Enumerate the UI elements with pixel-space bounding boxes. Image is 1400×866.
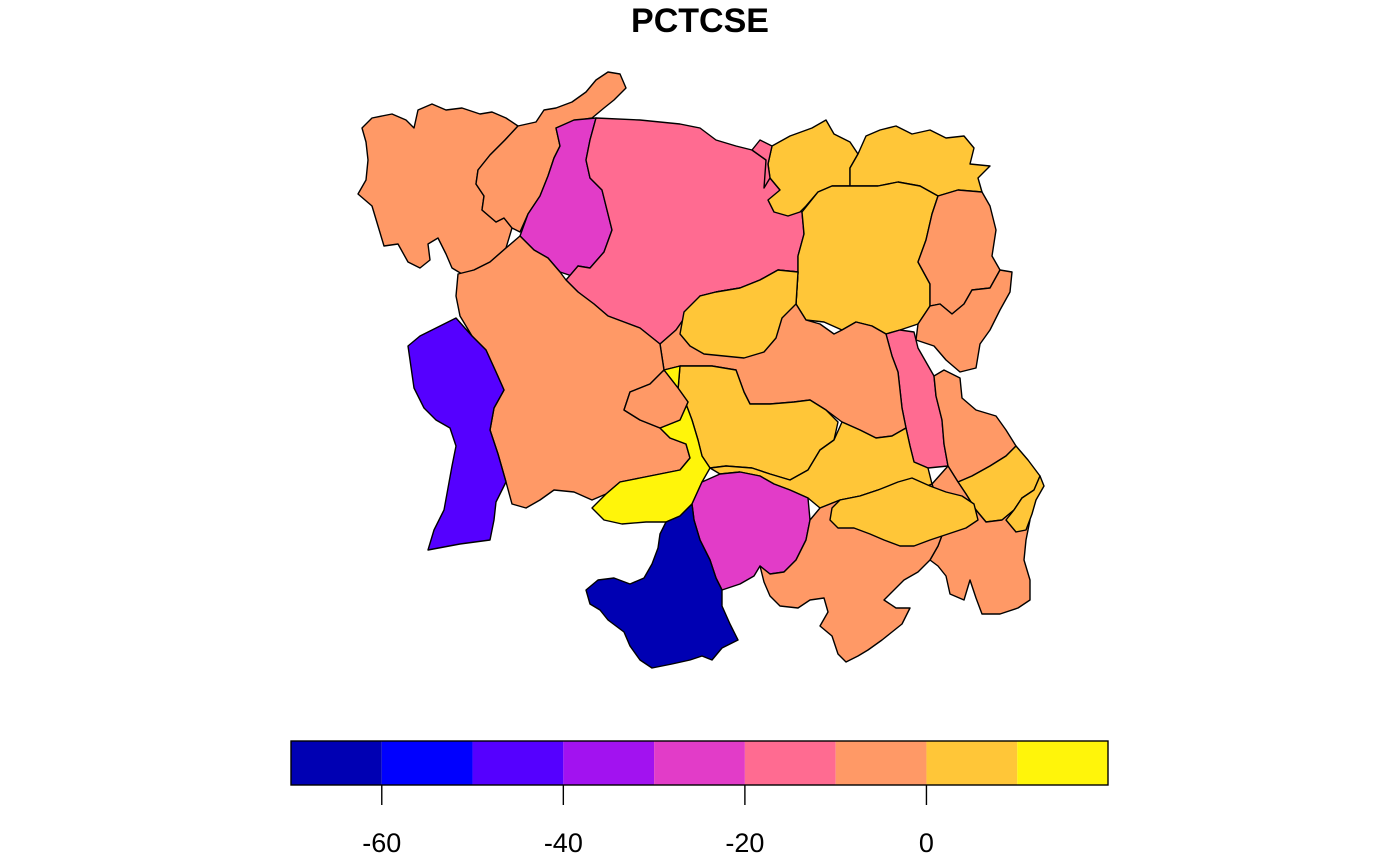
legend-tick-label: -20 (725, 828, 764, 858)
region (829, 477, 979, 547)
legend-frame (290, 740, 1109, 786)
legend-swatch (835, 741, 927, 785)
legend-swatch (654, 741, 745, 785)
legend-swatch (1017, 741, 1108, 785)
region (623, 369, 689, 429)
legend-swatch (926, 741, 1018, 785)
legend-swatch (291, 741, 382, 785)
map-regions (357, 71, 1045, 669)
region (585, 503, 739, 669)
map-title: PCTCSE (631, 2, 769, 40)
legend-swatch (744, 741, 836, 785)
legend-colorbar: -60 -40 -20 0 (290, 740, 1109, 858)
legend-swatch (563, 741, 655, 785)
region (1005, 475, 1045, 533)
legend-tick-label: 0 (919, 828, 934, 858)
legend-tick-label: -40 (544, 828, 583, 858)
region (407, 317, 507, 551)
region (795, 181, 939, 335)
region (591, 365, 711, 525)
legend-swatch (472, 741, 564, 785)
region (915, 269, 1013, 373)
legend-swatch (381, 741, 473, 785)
legend-tick-label: -60 (362, 828, 401, 858)
region (751, 139, 773, 189)
region (679, 269, 799, 359)
